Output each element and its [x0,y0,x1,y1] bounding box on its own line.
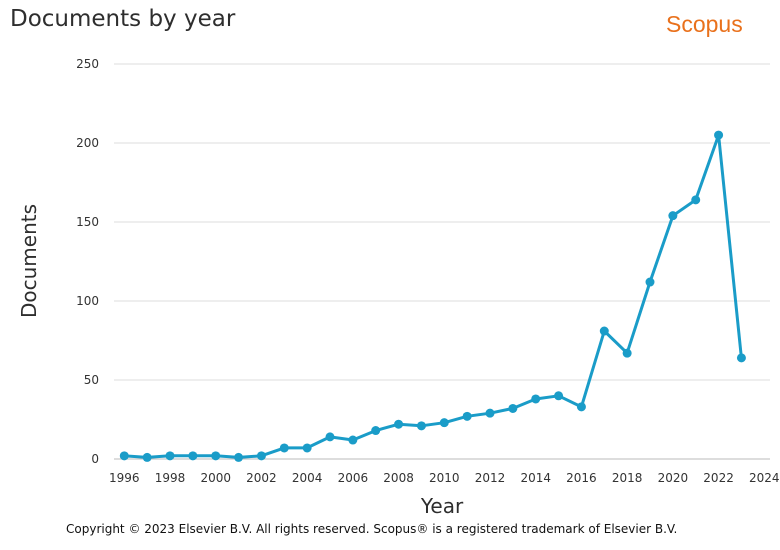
x-tick-label: 2000 [200,471,231,485]
data-point-2001[interactable] [234,452,244,462]
data-point-2015[interactable] [554,391,564,401]
series-layer [119,130,746,462]
y-tick-label: 200 [76,136,99,150]
documents-by-year-chart: 0 50 100 150 200 250 1996 1998 2000 2002 2004 2006… [17,57,780,518]
data-point-2010[interactable] [439,418,449,428]
data-point-2016[interactable] [576,402,586,412]
x-tick-label: 2008 [383,471,414,485]
data-point-2003[interactable] [279,443,289,453]
y-tick-labels: 0 50 100 150 200 250 [76,57,99,466]
data-point-2021[interactable] [691,195,701,205]
data-point-2008[interactable] [394,419,404,429]
x-tick-labels: 1996 1998 2000 2002 2004 2006 2008 2010 2012 2014… [109,471,780,485]
x-tick-label: 2012 [475,471,506,485]
data-point-2019[interactable] [645,277,655,287]
data-point-2013[interactable] [508,403,518,413]
data-point-2000[interactable] [211,451,221,461]
x-tick-label: 1998 [155,471,186,485]
data-point-2004[interactable] [302,443,312,453]
x-axis-label: Year [420,494,464,518]
data-point-2023[interactable] [736,353,746,363]
x-tick-label: 2014 [520,471,551,485]
chart-title: Documents by year [10,6,236,32]
data-point-2005[interactable] [325,432,335,442]
x-tick-label: 2004 [292,471,323,485]
data-point-1999[interactable] [188,451,198,461]
x-tick-label: 1996 [109,471,140,485]
series-line [122,133,743,459]
y-tick-label: 150 [76,215,99,229]
data-point-2017[interactable] [599,326,609,336]
data-point-2018[interactable] [622,348,632,358]
data-point-2020[interactable] [668,211,678,221]
y-tick-label: 50 [84,373,99,387]
x-tick-label: 2006 [338,471,369,485]
data-point-2022[interactable] [714,130,724,140]
x-tick-label: 2018 [612,471,643,485]
data-point-1998[interactable] [165,451,175,461]
y-tick-label: 0 [91,452,99,466]
y-tick-label: 100 [76,294,99,308]
x-tick-label: 2022 [703,471,734,485]
data-point-1997[interactable] [142,452,152,462]
data-point-2002[interactable] [256,451,266,461]
y-tick-label: 250 [76,57,99,71]
x-tick-label: 2002 [246,471,277,485]
data-point-2009[interactable] [416,421,426,431]
y-axis-label: Documents [17,204,41,318]
x-tick-label: 2020 [658,471,689,485]
scopus-logo[interactable]: Scopus [666,11,743,37]
grid-layer [114,63,770,460]
x-tick-label: 2024 [749,471,780,485]
data-point-2011[interactable] [462,411,472,421]
x-tick-label: 2016 [566,471,597,485]
data-point-1996[interactable] [119,451,129,461]
data-point-2007[interactable] [371,426,381,436]
copyright-notice: Copyright © 2023 Elsevier B.V. All right… [66,522,678,536]
data-point-2014[interactable] [531,394,541,404]
data-point-2012[interactable] [485,408,495,418]
x-tick-label: 2010 [429,471,460,485]
data-point-2006[interactable] [348,435,358,445]
